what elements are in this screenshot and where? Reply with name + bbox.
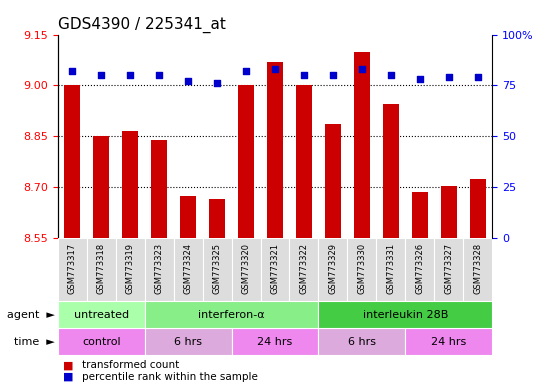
Text: 6 hrs: 6 hrs — [348, 337, 376, 347]
Text: GSM773324: GSM773324 — [184, 243, 192, 294]
Point — [358, 66, 366, 72]
Bar — [122, 131, 138, 238]
Bar — [232, 238, 261, 301]
Bar — [348, 238, 376, 301]
Text: ■: ■ — [63, 372, 74, 382]
Bar — [318, 301, 492, 328]
Text: agent  ►: agent ► — [7, 310, 55, 320]
Bar — [58, 238, 87, 301]
Text: GDS4390 / 225341_at: GDS4390 / 225341_at — [58, 17, 226, 33]
Text: GSM773319: GSM773319 — [125, 243, 135, 294]
Point — [184, 78, 192, 84]
Bar — [58, 301, 145, 328]
Bar — [412, 192, 428, 238]
Text: GSM773327: GSM773327 — [444, 243, 453, 294]
Bar — [441, 185, 456, 238]
Point — [241, 68, 250, 74]
Bar — [354, 51, 370, 238]
Bar — [325, 124, 341, 238]
Bar — [64, 86, 80, 238]
Bar — [94, 136, 109, 238]
Bar — [267, 62, 283, 238]
Bar — [145, 301, 318, 328]
Bar — [405, 328, 492, 355]
Bar — [87, 238, 116, 301]
Text: ■: ■ — [63, 360, 74, 370]
Bar — [318, 328, 405, 355]
Point — [300, 72, 309, 78]
Text: GSM773320: GSM773320 — [241, 243, 251, 294]
Point — [68, 68, 76, 74]
Bar — [180, 196, 196, 238]
Bar — [296, 86, 312, 238]
Text: GSM773323: GSM773323 — [155, 243, 164, 294]
Point — [444, 74, 453, 80]
Text: time  ►: time ► — [14, 337, 55, 347]
Bar — [318, 238, 348, 301]
Bar — [202, 238, 232, 301]
Text: 24 hrs: 24 hrs — [257, 337, 293, 347]
Point — [271, 66, 279, 72]
Point — [474, 74, 482, 80]
Point — [126, 72, 135, 78]
Bar — [232, 328, 318, 355]
Point — [155, 72, 163, 78]
Text: GSM773331: GSM773331 — [386, 243, 395, 294]
Text: GSM773317: GSM773317 — [68, 243, 77, 294]
Text: interferon-α: interferon-α — [198, 310, 265, 320]
Text: GSM773318: GSM773318 — [97, 243, 106, 294]
Text: GSM773328: GSM773328 — [473, 243, 482, 294]
Bar — [151, 140, 167, 238]
Bar — [289, 238, 318, 301]
Text: GSM773321: GSM773321 — [271, 243, 279, 294]
Text: GSM773325: GSM773325 — [212, 243, 222, 294]
Point — [97, 72, 106, 78]
Text: 24 hrs: 24 hrs — [431, 337, 466, 347]
Text: percentile rank within the sample: percentile rank within the sample — [82, 372, 258, 382]
Text: GSM773329: GSM773329 — [328, 243, 338, 294]
Bar — [209, 199, 225, 238]
Point — [387, 72, 395, 78]
Text: GSM773322: GSM773322 — [299, 243, 309, 294]
Bar — [238, 86, 254, 238]
Text: transformed count: transformed count — [82, 360, 180, 370]
Bar — [174, 238, 202, 301]
Bar — [58, 328, 145, 355]
Bar — [405, 238, 434, 301]
Text: untreated: untreated — [74, 310, 129, 320]
Point — [415, 76, 424, 83]
Bar — [434, 238, 463, 301]
Bar — [145, 328, 232, 355]
Text: interleukin 28B: interleukin 28B — [362, 310, 448, 320]
Text: GSM773330: GSM773330 — [358, 243, 366, 294]
Bar — [145, 238, 174, 301]
Bar — [376, 238, 405, 301]
Bar — [261, 238, 289, 301]
Bar — [470, 179, 486, 238]
Text: GSM773326: GSM773326 — [415, 243, 425, 294]
Point — [213, 80, 222, 86]
Bar — [116, 238, 145, 301]
Bar — [383, 104, 399, 238]
Text: 6 hrs: 6 hrs — [174, 337, 202, 347]
Bar — [463, 238, 492, 301]
Text: control: control — [82, 337, 120, 347]
Point — [328, 72, 337, 78]
